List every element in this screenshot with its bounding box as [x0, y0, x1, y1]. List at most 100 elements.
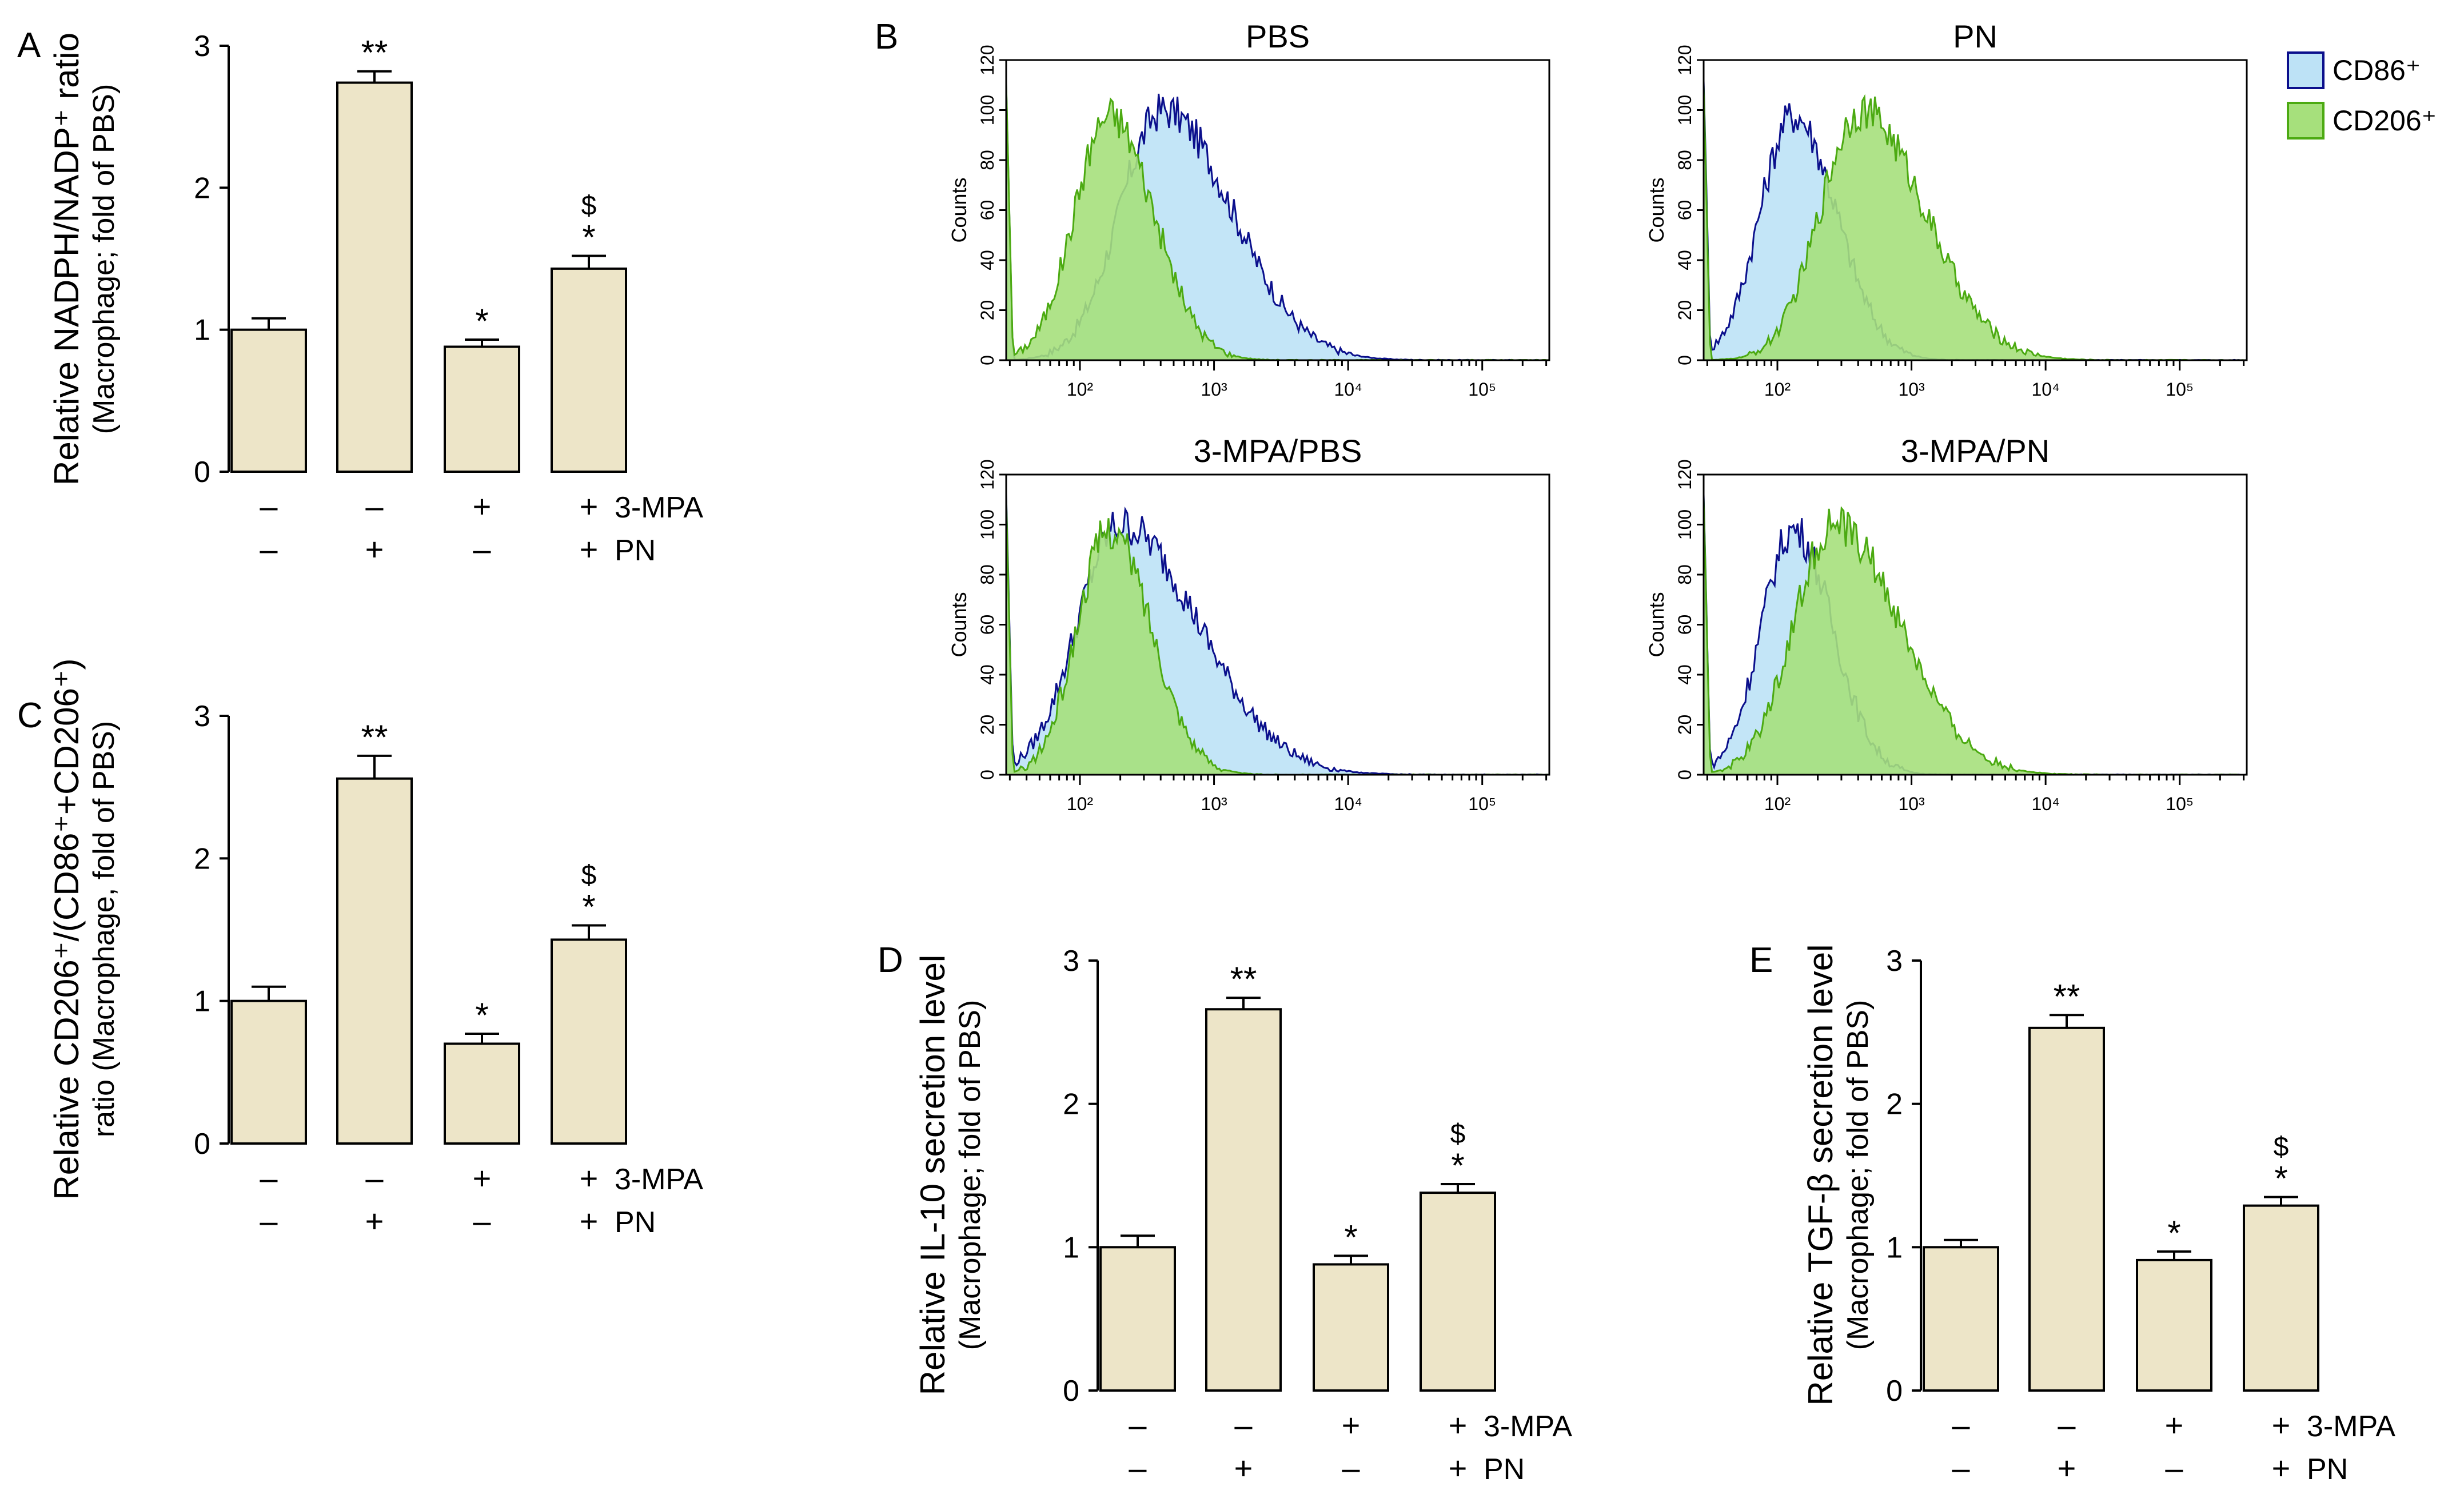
- y-axis-label: Counts: [1645, 177, 1668, 242]
- legend-label-cd86: CD86⁺: [2333, 54, 2421, 86]
- significance-mark: **: [361, 34, 388, 72]
- x-tick-label: 10²: [1067, 794, 1094, 814]
- bar: [1923, 1246, 1999, 1392]
- y-tick-label: 100: [1674, 509, 1695, 540]
- y-tick-label: 100: [1674, 95, 1695, 125]
- significance-mark: *: [475, 996, 488, 1034]
- y-tick-label: 0: [194, 1128, 210, 1161]
- panel-label: B: [875, 17, 898, 57]
- significance-mark: *: [1344, 1218, 1357, 1256]
- y-tick-label: 100: [977, 509, 998, 540]
- bar: [551, 267, 627, 473]
- significance-mark: *: [1451, 1146, 1464, 1185]
- y-tick-label: 120: [977, 45, 998, 75]
- y-tick-label: 3: [1063, 945, 1079, 978]
- y-tick-label: 120: [977, 459, 998, 489]
- y-tick-label: 2: [194, 842, 210, 875]
- y-tick-label: 3: [194, 30, 210, 63]
- y-tick-label: 0: [194, 456, 210, 489]
- legend-swatch-cd86: [2287, 51, 2325, 89]
- panel-label: C: [17, 696, 43, 735]
- significance-mark: *: [2274, 1160, 2287, 1198]
- histogram-title: 3-MPA/PBS: [1194, 433, 1362, 469]
- bar: [1205, 1008, 1282, 1392]
- x-tick-label: 10²: [1067, 379, 1094, 400]
- significance-mark-secondary: $: [581, 191, 597, 221]
- significance-mark: *: [582, 888, 595, 926]
- y-tick-label: 40: [1674, 664, 1695, 685]
- x-tick-label: 10⁵: [1468, 794, 1496, 814]
- treatment-mpa-label: 3-MPA: [615, 491, 703, 524]
- x-tick-label: 10⁴: [2031, 379, 2059, 400]
- significance-mark-secondary: $: [581, 860, 597, 891]
- cd206-histogram-area: [1704, 85, 2247, 360]
- panel-a-nadph-chart: A 0 1 2 3 Relative NADPH/NADP⁺ ratio (Macropha…: [17, 26, 703, 567]
- treatment-mpa-sign: +: [473, 1160, 492, 1196]
- y-tick-label: 120: [1674, 45, 1695, 75]
- legend: CD86⁺ CD206⁺: [2287, 51, 2437, 140]
- panel-label: E: [1749, 941, 1773, 980]
- y-axis-sublabel: (Macrophage; fold of PBS): [1841, 1000, 1875, 1350]
- treatment-mpa-sign: –: [2058, 1407, 2076, 1443]
- treatment-pn-sign: +: [2058, 1450, 2076, 1486]
- treatment-pn-sign: –: [473, 1203, 491, 1239]
- treatment-mpa-sign: +: [580, 488, 599, 524]
- y-tick-label: 120: [1674, 459, 1695, 489]
- bar: [2243, 1204, 2319, 1392]
- cd206-histogram-area: [1704, 497, 2247, 775]
- bar: [1420, 1192, 1496, 1392]
- y-tick-label: 3: [1886, 945, 1903, 978]
- panel-c-cd206-ratio-chart: C 0 1 2 3 Relative CD206⁺/(CD86⁺+CD206⁺) ratio…: [17, 658, 703, 1239]
- x-tick-label: 10⁴: [1334, 794, 1362, 814]
- treatment-pn-label: PN: [615, 1206, 656, 1239]
- y-tick-label: 60: [977, 615, 998, 635]
- legend-label-cd206: CD206⁺: [2333, 105, 2437, 137]
- treatment-mpa-sign: –: [365, 1160, 384, 1196]
- treatment-mpa-label: 3-MPA: [2307, 1410, 2395, 1443]
- treatment-pn-sign: –: [1342, 1450, 1360, 1486]
- y-tick-label: 0: [977, 770, 998, 780]
- histogram-title: PBS: [1246, 18, 1310, 54]
- panel-label: D: [878, 941, 903, 980]
- y-tick-label: 2: [1063, 1088, 1079, 1121]
- significance-mark: *: [2167, 1214, 2180, 1252]
- y-tick-label: 2: [194, 172, 210, 205]
- treatment-mpa-sign: +: [1342, 1407, 1361, 1443]
- treatment-mpa-sign: –: [1234, 1407, 1253, 1443]
- treatment-mpa-sign: +: [2165, 1407, 2184, 1443]
- significance-mark: **: [361, 718, 388, 756]
- significance-mark: *: [582, 218, 595, 257]
- y-tick-label: 60: [977, 200, 998, 221]
- histogram-subplot: PBS 0 20 40 60 80 100 120 Counts 10² 10³ 10⁴ 10⁵: [947, 18, 1550, 400]
- treatment-pn-sign: –: [260, 531, 278, 567]
- y-axis-label: Relative TGF-β secretion level: [1801, 944, 1840, 1405]
- y-axis-sublabel: (Macrophage; fold of PBS): [87, 84, 121, 435]
- histogram-title: 3-MPA/PN: [1901, 433, 2050, 469]
- y-tick-label: 100: [977, 95, 998, 125]
- treatment-mpa-sign: +: [1449, 1407, 1468, 1443]
- y-axis-label: Relative CD206⁺/(CD86⁺+CD206⁺): [47, 658, 86, 1200]
- treatment-mpa-label: 3-MPA: [615, 1163, 703, 1196]
- treatment-mpa-sign: +: [473, 488, 492, 524]
- y-tick-label: 80: [977, 150, 998, 170]
- treatment-pn-sign: –: [1129, 1450, 1147, 1486]
- cd206-histogram-area: [1006, 82, 1549, 361]
- treatment-mpa-sign: +: [580, 1160, 599, 1196]
- y-tick-label: 60: [1674, 615, 1695, 635]
- bar: [444, 345, 520, 473]
- cd206-histogram-area: [1006, 497, 1549, 775]
- treatment-pn-sign: +: [365, 531, 384, 567]
- x-tick-label: 10²: [1764, 379, 1791, 400]
- treatment-mpa-sign: –: [365, 488, 384, 524]
- y-tick-label: 0: [1063, 1375, 1079, 1408]
- y-axis-sublabel: ratio (Macrophage, fold of PBS): [87, 721, 121, 1137]
- panel-d-il10-chart: D 0 1 2 3 Relative IL-10 secretion level (Macr…: [878, 941, 1572, 1486]
- y-tick-label: 40: [977, 250, 998, 270]
- bar: [230, 328, 307, 473]
- y-tick-label: 20: [977, 300, 998, 321]
- treatment-pn-sign: –: [260, 1203, 278, 1239]
- treatment-mpa-label: 3-MPA: [1484, 1410, 1572, 1443]
- significance-mark: *: [475, 302, 488, 340]
- significance-mark-secondary: $: [1450, 1119, 1466, 1149]
- y-axis-label: Counts: [947, 592, 971, 657]
